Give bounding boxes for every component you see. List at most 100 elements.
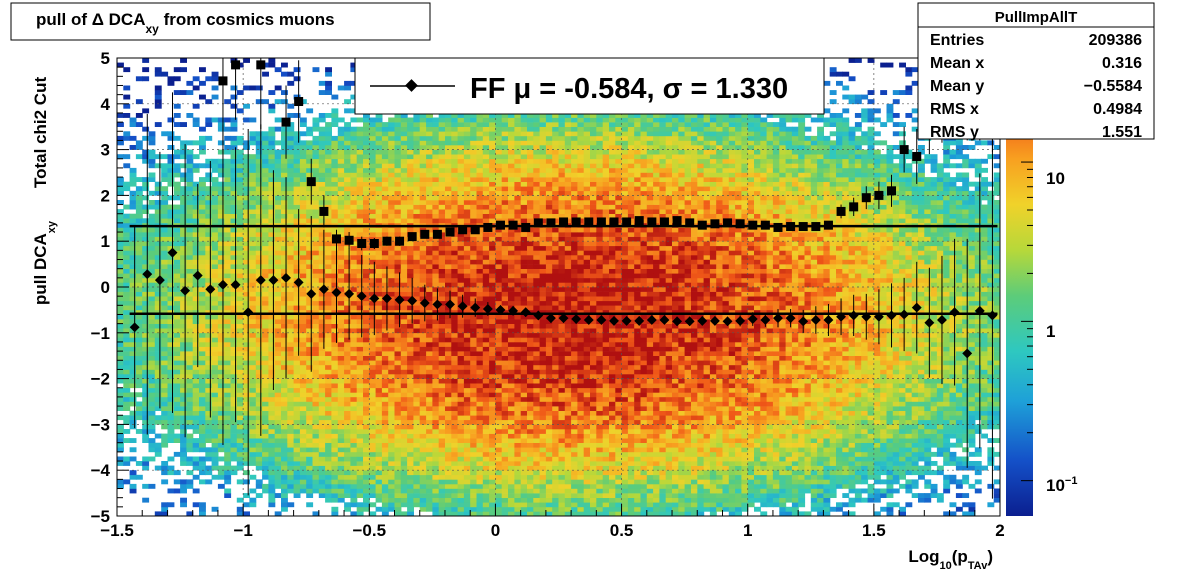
heatmap-cell	[192, 213, 200, 219]
heatmap-cell	[375, 300, 383, 306]
heatmap-cell	[274, 364, 282, 370]
heatmap-cell	[135, 122, 143, 127]
heatmap-cell	[243, 447, 250, 453]
heatmap-cell	[167, 360, 175, 366]
heatmap-cell	[217, 126, 225, 132]
heatmap-cell	[407, 456, 414, 462]
heatmap-cell	[337, 392, 345, 398]
heatmap-cell	[117, 429, 124, 434]
heatmap-cell	[268, 190, 276, 196]
heatmap-cell	[274, 470, 282, 476]
heatmap-cell	[407, 479, 414, 485]
heatmap-cell	[217, 378, 225, 384]
heatmap-cell	[489, 181, 496, 187]
heatmap-cell	[249, 158, 257, 164]
heatmap-cell	[123, 291, 131, 297]
heatmap-cell	[148, 378, 156, 384]
heatmap-cell	[438, 442, 446, 448]
heatmap-cell	[413, 433, 421, 439]
heatmap-cell	[236, 309, 244, 315]
heatmap-cell	[192, 218, 200, 224]
heatmap-cell	[123, 227, 131, 233]
heatmap-cell	[318, 374, 326, 379]
heatmap-cell	[407, 209, 414, 214]
heatmap-cell	[217, 419, 225, 425]
heatmap-cell	[199, 177, 206, 182]
heatmap-cell	[388, 488, 396, 494]
heatmap-cell	[451, 177, 459, 182]
heatmap-cell	[394, 291, 402, 297]
heatmap-cell	[135, 383, 143, 389]
heatmap-cell	[438, 406, 446, 411]
heatmap-cell	[129, 264, 137, 269]
heatmap-cell	[381, 319, 389, 324]
heatmap-cell	[482, 364, 490, 370]
heatmap-cell	[173, 451, 181, 457]
heatmap-cell	[350, 465, 358, 471]
heatmap-cell	[394, 195, 402, 201]
heatmap-cell	[451, 442, 459, 448]
heatmap-cell	[199, 264, 206, 269]
heatmap-cell	[388, 323, 396, 329]
heatmap-cell	[337, 470, 345, 476]
heatmap-cell	[243, 351, 250, 356]
heatmap-cell	[274, 410, 282, 416]
heatmap-cell	[413, 387, 421, 393]
heatmap-cell	[167, 204, 175, 210]
heatmap-cell	[388, 465, 396, 471]
heatmap-cell	[211, 346, 219, 352]
heatmap-cell	[369, 332, 377, 338]
heatmap-cell	[407, 186, 414, 192]
heatmap-cell	[173, 163, 181, 169]
heatmap-cell	[199, 245, 206, 251]
heatmap-cell	[394, 186, 402, 192]
heatmap-cell	[249, 342, 257, 347]
heatmap-cell	[400, 438, 408, 443]
heatmap-cell	[451, 369, 459, 375]
heatmap-cell	[388, 461, 396, 466]
heatmap-cell	[482, 483, 490, 489]
heatmap-cell	[451, 337, 459, 343]
heatmap-cell	[369, 406, 377, 411]
heatmap-cell	[192, 300, 200, 306]
heatmap-cell	[476, 167, 484, 173]
heatmap-cell	[489, 186, 496, 192]
heatmap-cell	[470, 351, 478, 356]
heatmap-cell	[306, 387, 314, 393]
heatmap-cell	[451, 181, 459, 187]
heatmap-cell	[337, 227, 345, 233]
heatmap-cell	[186, 470, 194, 476]
heatmap-cell	[489, 419, 496, 425]
heatmap-cell	[432, 213, 440, 219]
heatmap-cell	[476, 204, 484, 210]
heatmap-cell	[117, 483, 124, 489]
heatmap-cell	[186, 483, 194, 489]
heatmap-cell	[400, 470, 408, 476]
heatmap-cell	[255, 213, 263, 219]
heatmap-cell	[388, 186, 396, 192]
heatmap-cell	[211, 158, 219, 164]
heatmap-cell	[388, 378, 396, 384]
heatmap-cell	[199, 387, 206, 393]
heatmap-cell	[432, 287, 440, 292]
heatmap-cell	[180, 451, 187, 457]
heatmap-cell	[363, 465, 370, 471]
heatmap-cell	[344, 332, 351, 338]
heatmap-cell	[287, 145, 295, 150]
heatmap-cell	[199, 204, 206, 210]
heatmap-cell	[161, 374, 169, 379]
heatmap-cell	[123, 154, 131, 160]
heatmap-cell	[293, 131, 301, 137]
heatmap-cell	[381, 273, 389, 279]
heatmap-cell	[457, 323, 465, 329]
heatmap-cell	[180, 332, 187, 338]
heatmap-cell	[262, 273, 269, 279]
heatmap-cell	[331, 254, 339, 260]
heatmap-cell	[489, 424, 496, 430]
heatmap-cell	[224, 177, 232, 182]
heatmap-cell	[287, 149, 295, 155]
heatmap-cell	[299, 273, 307, 279]
heatmap-cell	[142, 254, 150, 260]
heatmap-cell	[167, 291, 175, 297]
heatmap-cell	[205, 309, 213, 315]
